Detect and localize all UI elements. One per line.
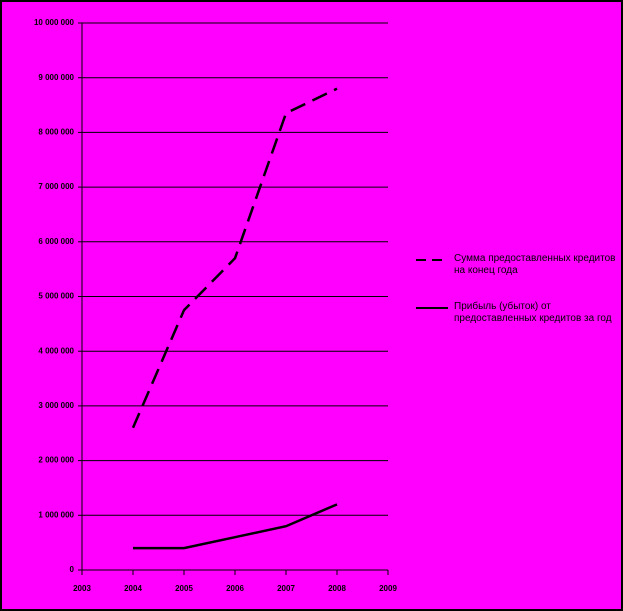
x-tick-label: 2004 bbox=[124, 584, 142, 593]
y-tick-label: 10 000 000 bbox=[34, 18, 75, 27]
y-tick-label: 1 000 000 bbox=[38, 510, 74, 519]
y-tick-label: 3 000 000 bbox=[38, 401, 74, 410]
x-tick-label: 2008 bbox=[328, 584, 346, 593]
y-tick-label: 2 000 000 bbox=[38, 456, 74, 465]
x-tick-label: 2006 bbox=[226, 584, 244, 593]
y-tick-label: 4 000 000 bbox=[38, 346, 74, 355]
x-tick-label: 2003 bbox=[73, 584, 91, 593]
legend-label: Сумма предоставленных кредитов на конец … bbox=[454, 253, 616, 276]
x-tick-label: 2009 bbox=[379, 584, 397, 593]
x-tick-label: 2005 bbox=[175, 584, 193, 593]
y-tick-label: 5 000 000 bbox=[38, 292, 74, 301]
y-tick-label: 9 000 000 bbox=[38, 73, 74, 82]
y-tick-label: 8 000 000 bbox=[38, 128, 74, 137]
y-tick-label: 7 000 000 bbox=[38, 182, 74, 191]
y-tick-label: 0 bbox=[70, 565, 75, 574]
series-line bbox=[133, 503, 338, 550]
x-tick-label: 2007 bbox=[277, 584, 295, 593]
legend-label: Прибыль (убыток) от предоставленных кред… bbox=[454, 301, 612, 324]
series-line bbox=[131, 87, 338, 429]
y-tick-label: 6 000 000 bbox=[38, 237, 74, 246]
